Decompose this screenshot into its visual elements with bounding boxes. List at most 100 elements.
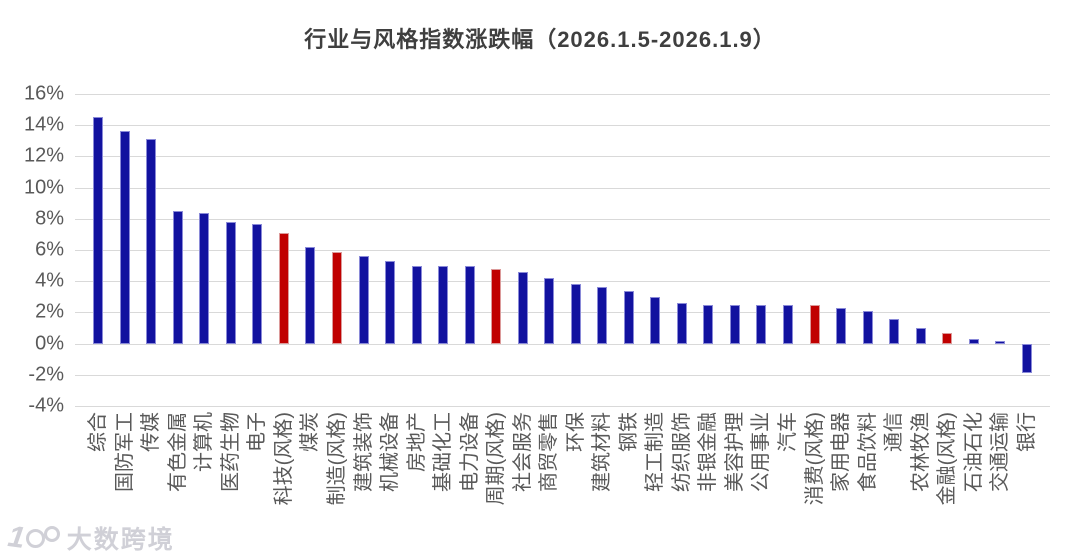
gridline	[75, 156, 1050, 158]
y-tick-label: 8%	[35, 207, 64, 230]
gridline	[75, 187, 1050, 189]
bar	[782, 304, 793, 344]
y-tick-label: 0%	[35, 332, 64, 355]
x-category-label: 钢铁	[617, 412, 640, 452]
x-category-label: 环保	[564, 412, 587, 452]
x-category-label: 基础化工	[432, 412, 455, 492]
bar	[942, 332, 953, 344]
gridline	[75, 312, 1050, 314]
x-category-label: 金融(风格)	[936, 412, 959, 506]
bar	[332, 251, 342, 344]
bar	[1021, 343, 1032, 374]
bar	[995, 340, 1006, 344]
bar	[385, 260, 396, 344]
bar	[438, 265, 449, 344]
bar	[411, 265, 422, 344]
bar	[225, 221, 236, 344]
bar	[889, 318, 900, 344]
x-category-label: 建筑装饰	[352, 412, 375, 492]
y-tick-label: 2%	[35, 300, 64, 323]
bar	[729, 304, 740, 344]
y-axis: 16% 14% 12% 10% 8% 6% 4% 2% 0% -2% -4%	[0, 83, 64, 417]
x-category-label: 食品饮料	[856, 412, 879, 492]
y-tick-label: 4%	[35, 269, 64, 292]
bar	[544, 278, 555, 344]
bar	[278, 232, 289, 344]
bar	[623, 290, 634, 344]
bar	[305, 246, 316, 344]
bar	[968, 338, 979, 344]
gridline	[75, 281, 1050, 283]
y-tick-label: -4%	[28, 394, 64, 417]
x-category-label: 家用电器	[830, 412, 853, 492]
chart-title: 行业与风格指数涨跌幅（2026.1.5-2026.1.9）	[304, 27, 776, 52]
watermark-brand-text: 大数跨境	[66, 526, 175, 554]
x-category-label: 公用事业	[750, 412, 773, 492]
bar	[836, 307, 847, 344]
x-category-label: 房地产	[405, 412, 428, 472]
bar	[597, 287, 608, 344]
gridline	[75, 94, 1050, 95]
bar	[862, 310, 873, 344]
y-tick-label: 6%	[35, 238, 64, 261]
bar	[146, 139, 157, 344]
bars-layer	[85, 94, 1040, 406]
x-category-label: 建筑材料	[591, 412, 614, 492]
x-category-label: 石油石化	[962, 412, 985, 492]
bar	[172, 211, 183, 344]
x-category-label: 商贸零售	[538, 412, 561, 492]
plot-area	[75, 94, 1050, 407]
x-category-label: 机械设备	[379, 412, 402, 492]
x-category-label: 制造(风格)	[326, 412, 348, 506]
bar	[491, 268, 502, 344]
x-category-label: 交通运输	[989, 412, 1012, 492]
bar	[756, 304, 767, 344]
watermark: 1 大数跨境	[5, 520, 175, 556]
x-category-label: 医药生物	[219, 412, 242, 492]
gridline	[75, 343, 1050, 345]
x-category-label: 农林牧渔	[909, 412, 932, 492]
bar	[676, 303, 687, 344]
watermark-logo-one: 1	[5, 520, 27, 556]
x-category-label: 汽车	[776, 412, 799, 452]
x-category-label: 社会服务	[511, 412, 534, 492]
bar	[915, 328, 926, 344]
bar	[464, 265, 475, 344]
gridline	[75, 374, 1050, 376]
gridline	[75, 125, 1050, 127]
gridline	[75, 406, 1050, 407]
x-category-label: 非银金融	[697, 412, 720, 492]
bar	[252, 223, 263, 344]
bar	[199, 212, 210, 344]
x-category-label: 计算机	[193, 412, 216, 472]
bar	[570, 284, 581, 344]
x-category-label: 美容护理	[723, 412, 746, 492]
y-tick-label: -2%	[28, 363, 64, 386]
x-category-label: 电力设备	[458, 412, 481, 492]
y-tick-label: 16%	[23, 82, 64, 105]
bar	[119, 131, 130, 344]
bar	[809, 304, 820, 344]
bar	[358, 256, 369, 344]
y-tick-label: 14%	[23, 113, 64, 136]
y-tick-label: 10%	[23, 176, 64, 199]
gridline	[75, 250, 1050, 251]
gridline	[75, 218, 1050, 220]
bar	[93, 117, 104, 344]
bar	[517, 271, 528, 344]
watermark-logo-ring	[25, 528, 45, 548]
y-tick-label: 12%	[23, 144, 64, 167]
watermark-logo-icon: 1	[5, 520, 60, 556]
x-category-label: 通信	[883, 412, 906, 452]
x-category-label: 电子	[246, 412, 269, 452]
x-category-label: 煤炭	[299, 412, 322, 452]
x-category-label: 科技(风格)	[272, 412, 295, 506]
bar	[703, 304, 714, 344]
watermark-logo-ring-small	[43, 526, 60, 542]
x-category-label: 银行	[1015, 412, 1038, 452]
x-category-label: 消费(风格)	[803, 412, 826, 506]
bar	[650, 296, 661, 344]
x-category-label: 轻工制造	[644, 412, 667, 492]
x-axis-labels: 综合 国防军工 传媒 有色金属 计算机 医药生物 电子 科技(风格) 煤炭 制造(风格) 建筑装饰机…	[85, 412, 1040, 554]
